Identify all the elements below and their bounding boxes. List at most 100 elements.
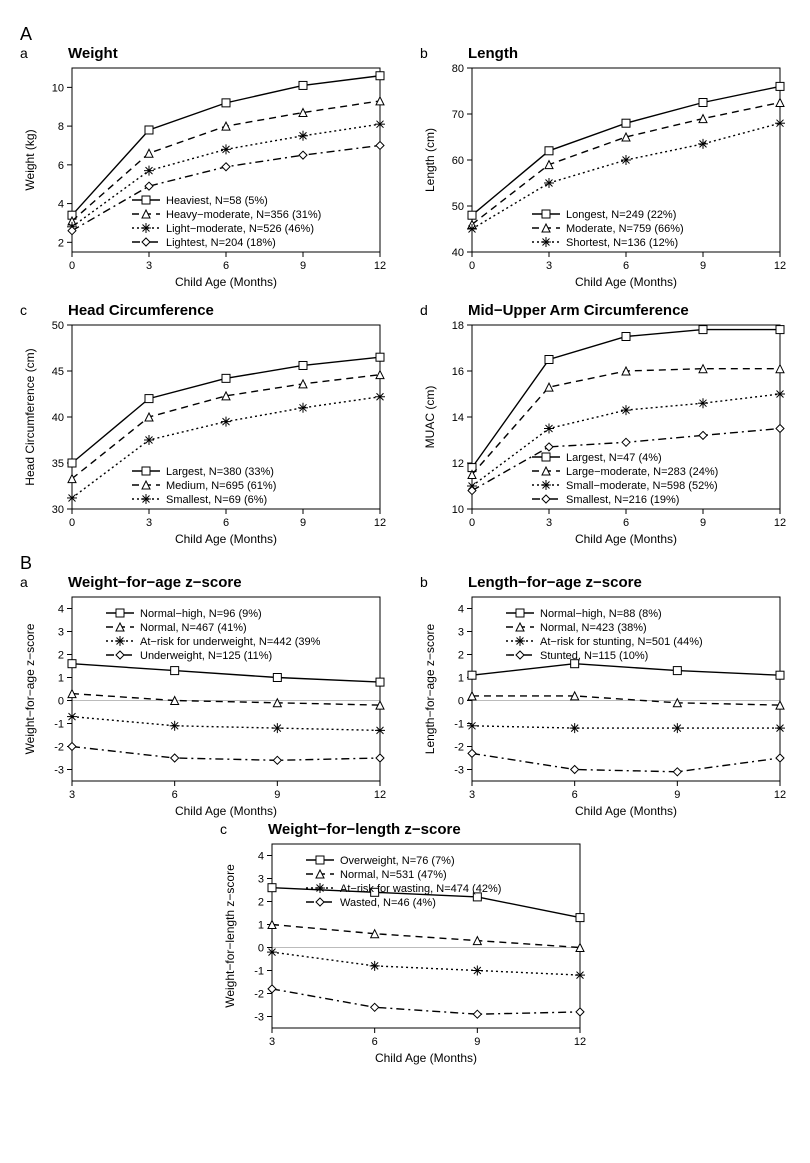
svg-text:1: 1 xyxy=(258,920,264,932)
svg-text:3: 3 xyxy=(58,627,64,639)
svg-text:Length (cm): Length (cm) xyxy=(423,128,437,192)
section-A-label: A xyxy=(20,24,790,45)
svg-text:40: 40 xyxy=(452,247,464,259)
svg-text:12: 12 xyxy=(774,260,786,272)
svg-text:Child Age (Months): Child Age (Months) xyxy=(375,1051,477,1065)
svg-text:-1: -1 xyxy=(54,719,64,731)
svg-text:Weight (kg): Weight (kg) xyxy=(23,129,37,190)
panel-Ba-title: Weight−for−age z−score xyxy=(68,574,390,591)
svg-text:2: 2 xyxy=(58,237,64,249)
panel-Ac-letter: c xyxy=(20,302,27,318)
svg-text:Normal, N=467 (41%): Normal, N=467 (41%) xyxy=(140,622,247,634)
svg-text:Shortest, N=136 (12%): Shortest, N=136 (12%) xyxy=(566,237,678,249)
panel-Bb: b Length−for−age z−score 36912-3-2-10123… xyxy=(420,574,790,821)
svg-text:Light−moderate, N=526 (46%): Light−moderate, N=526 (46%) xyxy=(166,223,314,235)
svg-text:Child Age (Months): Child Age (Months) xyxy=(575,804,677,818)
svg-text:Weight−for−age z−score: Weight−for−age z−score xyxy=(23,623,37,754)
svg-text:1: 1 xyxy=(458,673,464,685)
panel-Bc: c Weight−for−length z−score 36912-3-2-10… xyxy=(220,821,590,1068)
svg-text:4: 4 xyxy=(58,199,64,211)
svg-text:MUAC (cm): MUAC (cm) xyxy=(423,386,437,449)
svg-text:6: 6 xyxy=(58,160,64,172)
svg-text:-3: -3 xyxy=(254,1012,264,1024)
panel-Aa-letter: a xyxy=(20,45,28,61)
svg-text:Moderate, N=759 (66%): Moderate, N=759 (66%) xyxy=(566,223,684,235)
svg-text:-1: -1 xyxy=(454,719,464,731)
svg-text:45: 45 xyxy=(52,366,64,378)
svg-text:6: 6 xyxy=(172,789,178,801)
svg-text:3: 3 xyxy=(146,517,152,529)
svg-text:12: 12 xyxy=(374,789,386,801)
svg-text:-2: -2 xyxy=(454,742,464,754)
svg-text:6: 6 xyxy=(623,517,629,529)
svg-text:3: 3 xyxy=(546,260,552,272)
svg-text:12: 12 xyxy=(774,517,786,529)
svg-text:Lightest, N=204 (18%): Lightest, N=204 (18%) xyxy=(166,237,276,249)
svg-text:12: 12 xyxy=(574,1036,586,1048)
svg-text:3: 3 xyxy=(458,627,464,639)
svg-text:9: 9 xyxy=(700,260,706,272)
svg-text:Wasted, N=46 (4%): Wasted, N=46 (4%) xyxy=(340,897,436,909)
svg-text:Stunted, N=115 (10%): Stunted, N=115 (10%) xyxy=(540,650,648,662)
svg-text:2: 2 xyxy=(58,650,64,662)
svg-text:Largest, N=380 (33%): Largest, N=380 (33%) xyxy=(166,466,274,478)
svg-text:Weight−for−length z−score: Weight−for−length z−score xyxy=(223,864,237,1008)
svg-text:0: 0 xyxy=(69,517,75,529)
svg-text:9: 9 xyxy=(474,1036,480,1048)
svg-text:Normal, N=531 (47%): Normal, N=531 (47%) xyxy=(340,869,447,881)
svg-text:Length−for−age z−score: Length−for−age z−score xyxy=(423,623,437,754)
svg-text:70: 70 xyxy=(452,109,464,121)
chart-Bc: 36912-3-2-101234Child Age (Months)Weight… xyxy=(220,838,590,1068)
svg-text:16: 16 xyxy=(452,366,464,378)
panel-Aa-title: Weight xyxy=(68,45,390,62)
svg-text:2: 2 xyxy=(458,650,464,662)
svg-text:-1: -1 xyxy=(254,966,264,978)
svg-text:3: 3 xyxy=(258,874,264,886)
svg-text:14: 14 xyxy=(452,412,464,424)
svg-text:60: 60 xyxy=(452,155,464,167)
svg-text:Underweight, N=125 (11%): Underweight, N=125 (11%) xyxy=(140,650,272,662)
panel-Bb-title: Length−for−age z−score xyxy=(468,574,790,591)
svg-text:0: 0 xyxy=(58,696,64,708)
svg-text:10: 10 xyxy=(52,82,64,94)
svg-text:30: 30 xyxy=(52,504,64,516)
panel-Bb-letter: b xyxy=(420,574,428,590)
svg-text:3: 3 xyxy=(469,789,475,801)
svg-text:4: 4 xyxy=(458,604,464,616)
svg-text:Heaviest, N=58 (5%): Heaviest, N=58 (5%) xyxy=(166,195,268,207)
svg-text:9: 9 xyxy=(274,789,280,801)
svg-text:9: 9 xyxy=(300,260,306,272)
svg-text:40: 40 xyxy=(52,412,64,424)
svg-text:Normal−high, N=88 (8%): Normal−high, N=88 (8%) xyxy=(540,608,662,620)
panel-Ac-title: Head Circumference xyxy=(68,302,390,319)
svg-text:10: 10 xyxy=(452,504,464,516)
svg-text:1: 1 xyxy=(58,673,64,685)
panel-Ad-letter: d xyxy=(420,302,428,318)
chart-Bb: 36912-3-2-101234Child Age (Months)Length… xyxy=(420,591,790,821)
panel-Bc-title: Weight−for−length z−score xyxy=(268,821,590,838)
svg-text:12: 12 xyxy=(374,260,386,272)
svg-text:3: 3 xyxy=(546,517,552,529)
svg-text:Smallest, N=216 (19%): Smallest, N=216 (19%) xyxy=(566,494,679,506)
svg-text:6: 6 xyxy=(623,260,629,272)
chart-Aa: 036912246810Child Age (Months)Weight (kg… xyxy=(20,62,390,292)
svg-text:Medium, N=695 (61%): Medium, N=695 (61%) xyxy=(166,480,276,492)
section-B-grid: a Weight−for−age z−score 36912-3-2-10123… xyxy=(20,574,790,821)
svg-text:Large−moderate, N=283 (24%): Large−moderate, N=283 (24%) xyxy=(566,466,718,478)
panel-Ab-letter: b xyxy=(420,45,428,61)
svg-text:Head Circumference (cm): Head Circumference (cm) xyxy=(23,348,37,485)
section-B-label: B xyxy=(20,553,790,574)
chart-Ab: 0369124050607080Child Age (Months)Length… xyxy=(420,62,790,292)
svg-text:3: 3 xyxy=(146,260,152,272)
chart-Ad: 0369121012141618Child Age (Months)MUAC (… xyxy=(420,319,790,549)
svg-text:Longest, N=249 (22%): Longest, N=249 (22%) xyxy=(566,209,676,221)
svg-text:At−risk for stunting, N=501 (4: At−risk for stunting, N=501 (44%) xyxy=(540,636,703,648)
svg-text:0: 0 xyxy=(469,517,475,529)
svg-text:Normal−high, N=96 (9%): Normal−high, N=96 (9%) xyxy=(140,608,262,620)
panel-Bc-letter: c xyxy=(220,821,227,837)
svg-text:2: 2 xyxy=(258,897,264,909)
figure-root: A a Weight 036912246810Child Age (Months… xyxy=(20,24,790,1068)
svg-text:-2: -2 xyxy=(54,742,64,754)
svg-text:Child Age (Months): Child Age (Months) xyxy=(575,275,677,289)
svg-text:Child Age (Months): Child Age (Months) xyxy=(575,532,677,546)
